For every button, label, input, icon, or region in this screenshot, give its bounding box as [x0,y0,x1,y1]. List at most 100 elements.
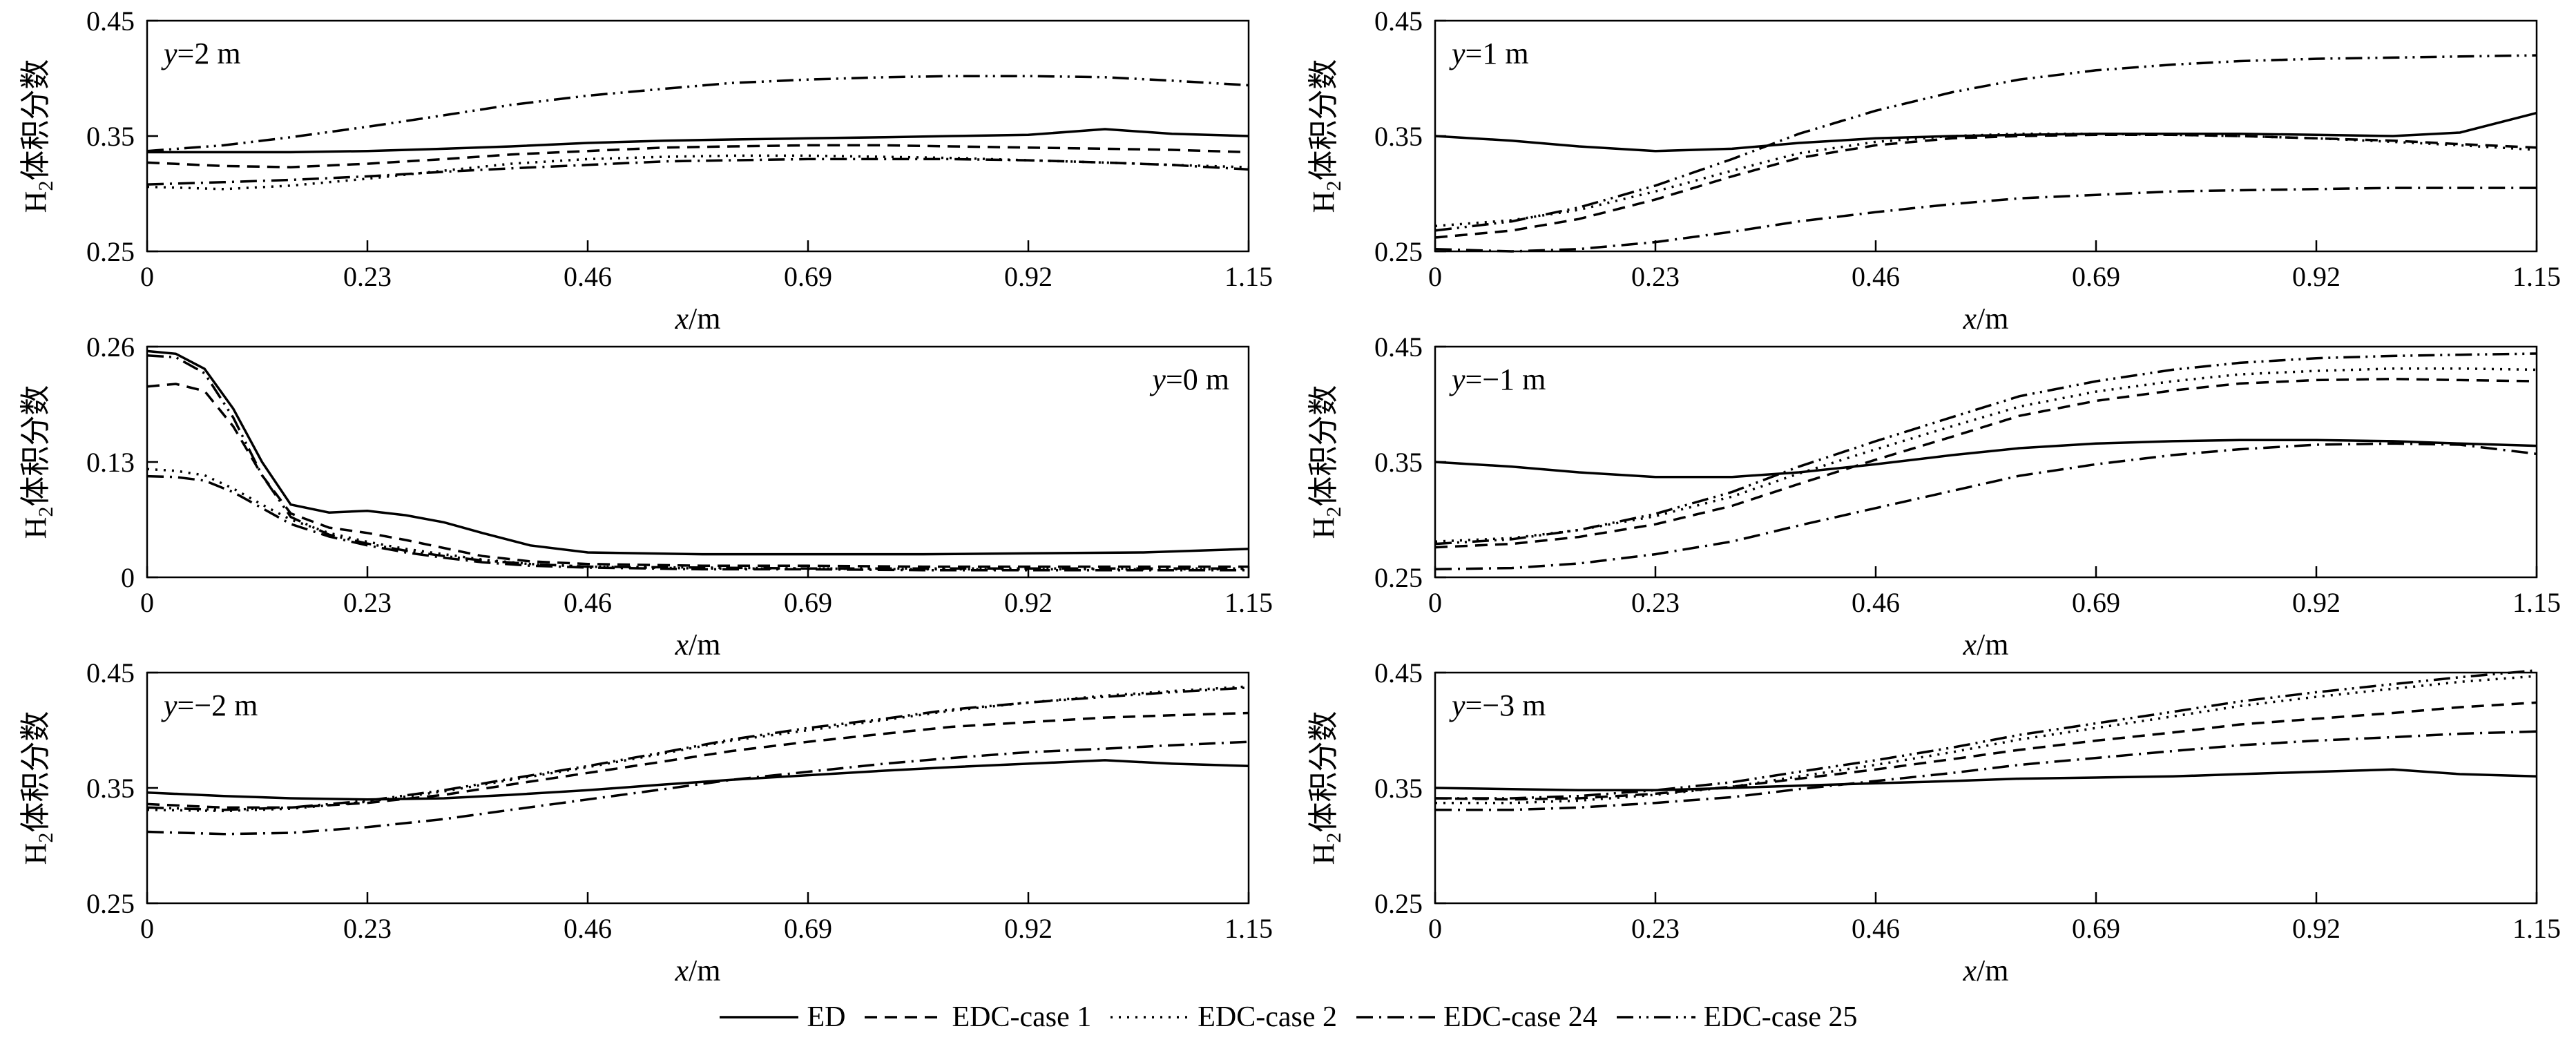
svg-text:x/m: x/m [1962,302,2008,336]
svg-text:H2体积分数: H2体积分数 [1307,711,1345,865]
svg-text:0.23: 0.23 [1631,913,1680,944]
legend-item: EDC-case 2 [1109,1001,1337,1034]
series-EDC-case 24 [1434,442,2537,571]
svg-text:H2体积分数: H2体积分数 [1307,59,1345,213]
series-EDC-case 2 [146,154,1249,191]
svg-text:y=−2 m: y=−2 m [161,688,258,722]
svg-text:x/m: x/m [1962,628,2008,662]
chart-y-1m: 0 0.23 0.46 0.69 0.92 1.15 0.25 0.35 0.45 x/m H2体积… [1307,10,2561,336]
legend-item: ED [718,1001,845,1034]
svg-text:0.23: 0.23 [343,587,392,618]
svg-text:0: 0 [1428,261,1442,292]
series-EDC-case 24 [1434,186,2537,253]
svg-text:1.15: 1.15 [2512,587,2561,618]
svg-text:0.69: 0.69 [784,587,832,618]
chart-y-neg3m: 0 0.23 0.46 0.69 0.92 1.15 0.25 0.35 0.45 x/m H2体积… [1307,662,2561,987]
svg-text:1.15: 1.15 [2512,913,2561,944]
svg-text:0: 0 [140,587,154,618]
series-ED [1434,111,2537,153]
svg-text:y=−1 m: y=−1 m [1449,363,1546,396]
svg-text:0.92: 0.92 [1004,261,1052,292]
svg-text:0.35: 0.35 [1374,773,1423,804]
svg-text:0: 0 [140,913,154,944]
series-ED [146,128,1249,154]
svg-text:1.15: 1.15 [1224,261,1273,292]
svg-text:0.69: 0.69 [2072,587,2120,618]
svg-text:x/m: x/m [674,954,720,987]
series-ED [1434,768,2537,792]
chart-y-2m: 0 0.23 0.46 0.69 0.92 1.15 0.25 0.35 0.45 x/m H2体积… [19,10,1273,336]
svg-text:0.45: 0.45 [86,662,135,688]
series-EDC-case 1 [146,711,1249,809]
chart-panel-yneg3m: 0 0.23 0.46 0.69 0.92 1.15 0.25 0.35 0.45 x/m H2体积… [1288,662,2576,987]
svg-text:1.15: 1.15 [1224,913,1273,944]
series-EDC-case 1 [146,383,1249,568]
svg-text:0.25: 0.25 [1374,236,1423,267]
legend-label: EDC-case 2 [1198,1001,1337,1033]
svg-text:0.35: 0.35 [86,773,135,804]
legend-item: EDC-case 25 [1615,1001,1858,1034]
svg-text:x/m: x/m [674,302,720,336]
chart-panel-y2m: 0 0.23 0.46 0.69 0.92 1.15 0.25 0.35 0.45 x/m H2体积… [0,10,1288,336]
svg-text:0: 0 [1428,913,1442,944]
svg-text:0.25: 0.25 [1374,562,1423,593]
chart-grid: 0 0.23 0.46 0.69 0.92 1.15 0.25 0.35 0.45 x/m H2体积… [0,10,2576,987]
legend-line-sample-dashed [865,1016,944,1019]
series-EDC-case 25 [146,354,1249,570]
svg-text:y=1 m: y=1 m [1449,37,1529,70]
svg-text:0.23: 0.23 [343,261,392,292]
series-EDC-case 24 [146,474,1249,572]
legend-line-sample-dashdot [1356,1016,1435,1019]
svg-text:0.23: 0.23 [1631,261,1680,292]
series-EDC-case 1 [1434,133,2537,239]
series-EDC-case 2 [1434,675,2537,804]
svg-text:0.45: 0.45 [1374,10,1423,37]
chart-panel-yneg1m: 0 0.23 0.46 0.69 0.92 1.15 0.25 0.35 0.45 x/m H2体积… [1288,336,2576,662]
svg-text:0.69: 0.69 [784,913,832,944]
svg-text:0.69: 0.69 [2072,261,2120,292]
series-EDC-case 1 [1434,701,2537,801]
legend-item: EDC-case 24 [1355,1001,1597,1034]
svg-text:0.25: 0.25 [86,888,135,919]
series-EDC-case 25 [1434,54,2537,232]
series-EDC-case 2 [1434,367,2537,543]
legend-line-sample-dashdotdot [1616,1016,1695,1019]
svg-text:0.92: 0.92 [1004,913,1052,944]
svg-text:0.92: 0.92 [2292,587,2340,618]
svg-text:0.35: 0.35 [86,121,135,152]
svg-text:0.25: 0.25 [1374,888,1423,919]
series-ED [146,349,1249,556]
svg-text:H2体积分数: H2体积分数 [19,59,57,213]
legend-label: EDC-case 25 [1703,1001,1858,1033]
svg-text:0.92: 0.92 [2292,913,2340,944]
series-EDC-case 1 [146,144,1249,168]
svg-text:0.46: 0.46 [1852,261,1900,292]
legend-line-sample-dotted [1111,1016,1190,1019]
svg-text:0: 0 [140,261,154,292]
chart-panel-y1m: 0 0.23 0.46 0.69 0.92 1.15 0.25 0.35 0.45 x/m H2体积… [1288,10,2576,336]
svg-text:0.23: 0.23 [343,913,392,944]
svg-text:0.26: 0.26 [86,336,135,363]
legend-label: EDC-case 1 [952,1001,1092,1033]
series-ED [1434,439,2537,479]
svg-text:H2体积分数: H2体积分数 [19,385,57,539]
chart-panel-yneg2m: 0 0.23 0.46 0.69 0.92 1.15 0.25 0.35 0.45 x/m H2体积… [0,662,1288,987]
svg-text:0.25: 0.25 [86,236,135,267]
series-EDC-case 2 [146,685,1249,813]
svg-text:0.92: 0.92 [2292,261,2340,292]
legend-item: EDC-case 1 [863,1001,1091,1034]
series-EDC-case 25 [1434,352,2537,546]
svg-text:0.13: 0.13 [86,447,135,478]
svg-text:0.46: 0.46 [1852,913,1900,944]
series-ED [146,759,1249,801]
svg-text:1.15: 1.15 [2512,261,2561,292]
svg-text:0.46: 0.46 [564,587,612,618]
svg-text:y=2 m: y=2 m [161,37,241,70]
svg-text:0.45: 0.45 [1374,662,1423,688]
chart-y-neg1m: 0 0.23 0.46 0.69 0.92 1.15 0.25 0.35 0.45 x/m H2体积… [1307,336,2561,662]
svg-text:0.46: 0.46 [1852,587,1900,618]
svg-text:0.35: 0.35 [1374,447,1423,478]
svg-text:H2体积分数: H2体积分数 [19,711,57,865]
legend-label: ED [807,1001,846,1033]
